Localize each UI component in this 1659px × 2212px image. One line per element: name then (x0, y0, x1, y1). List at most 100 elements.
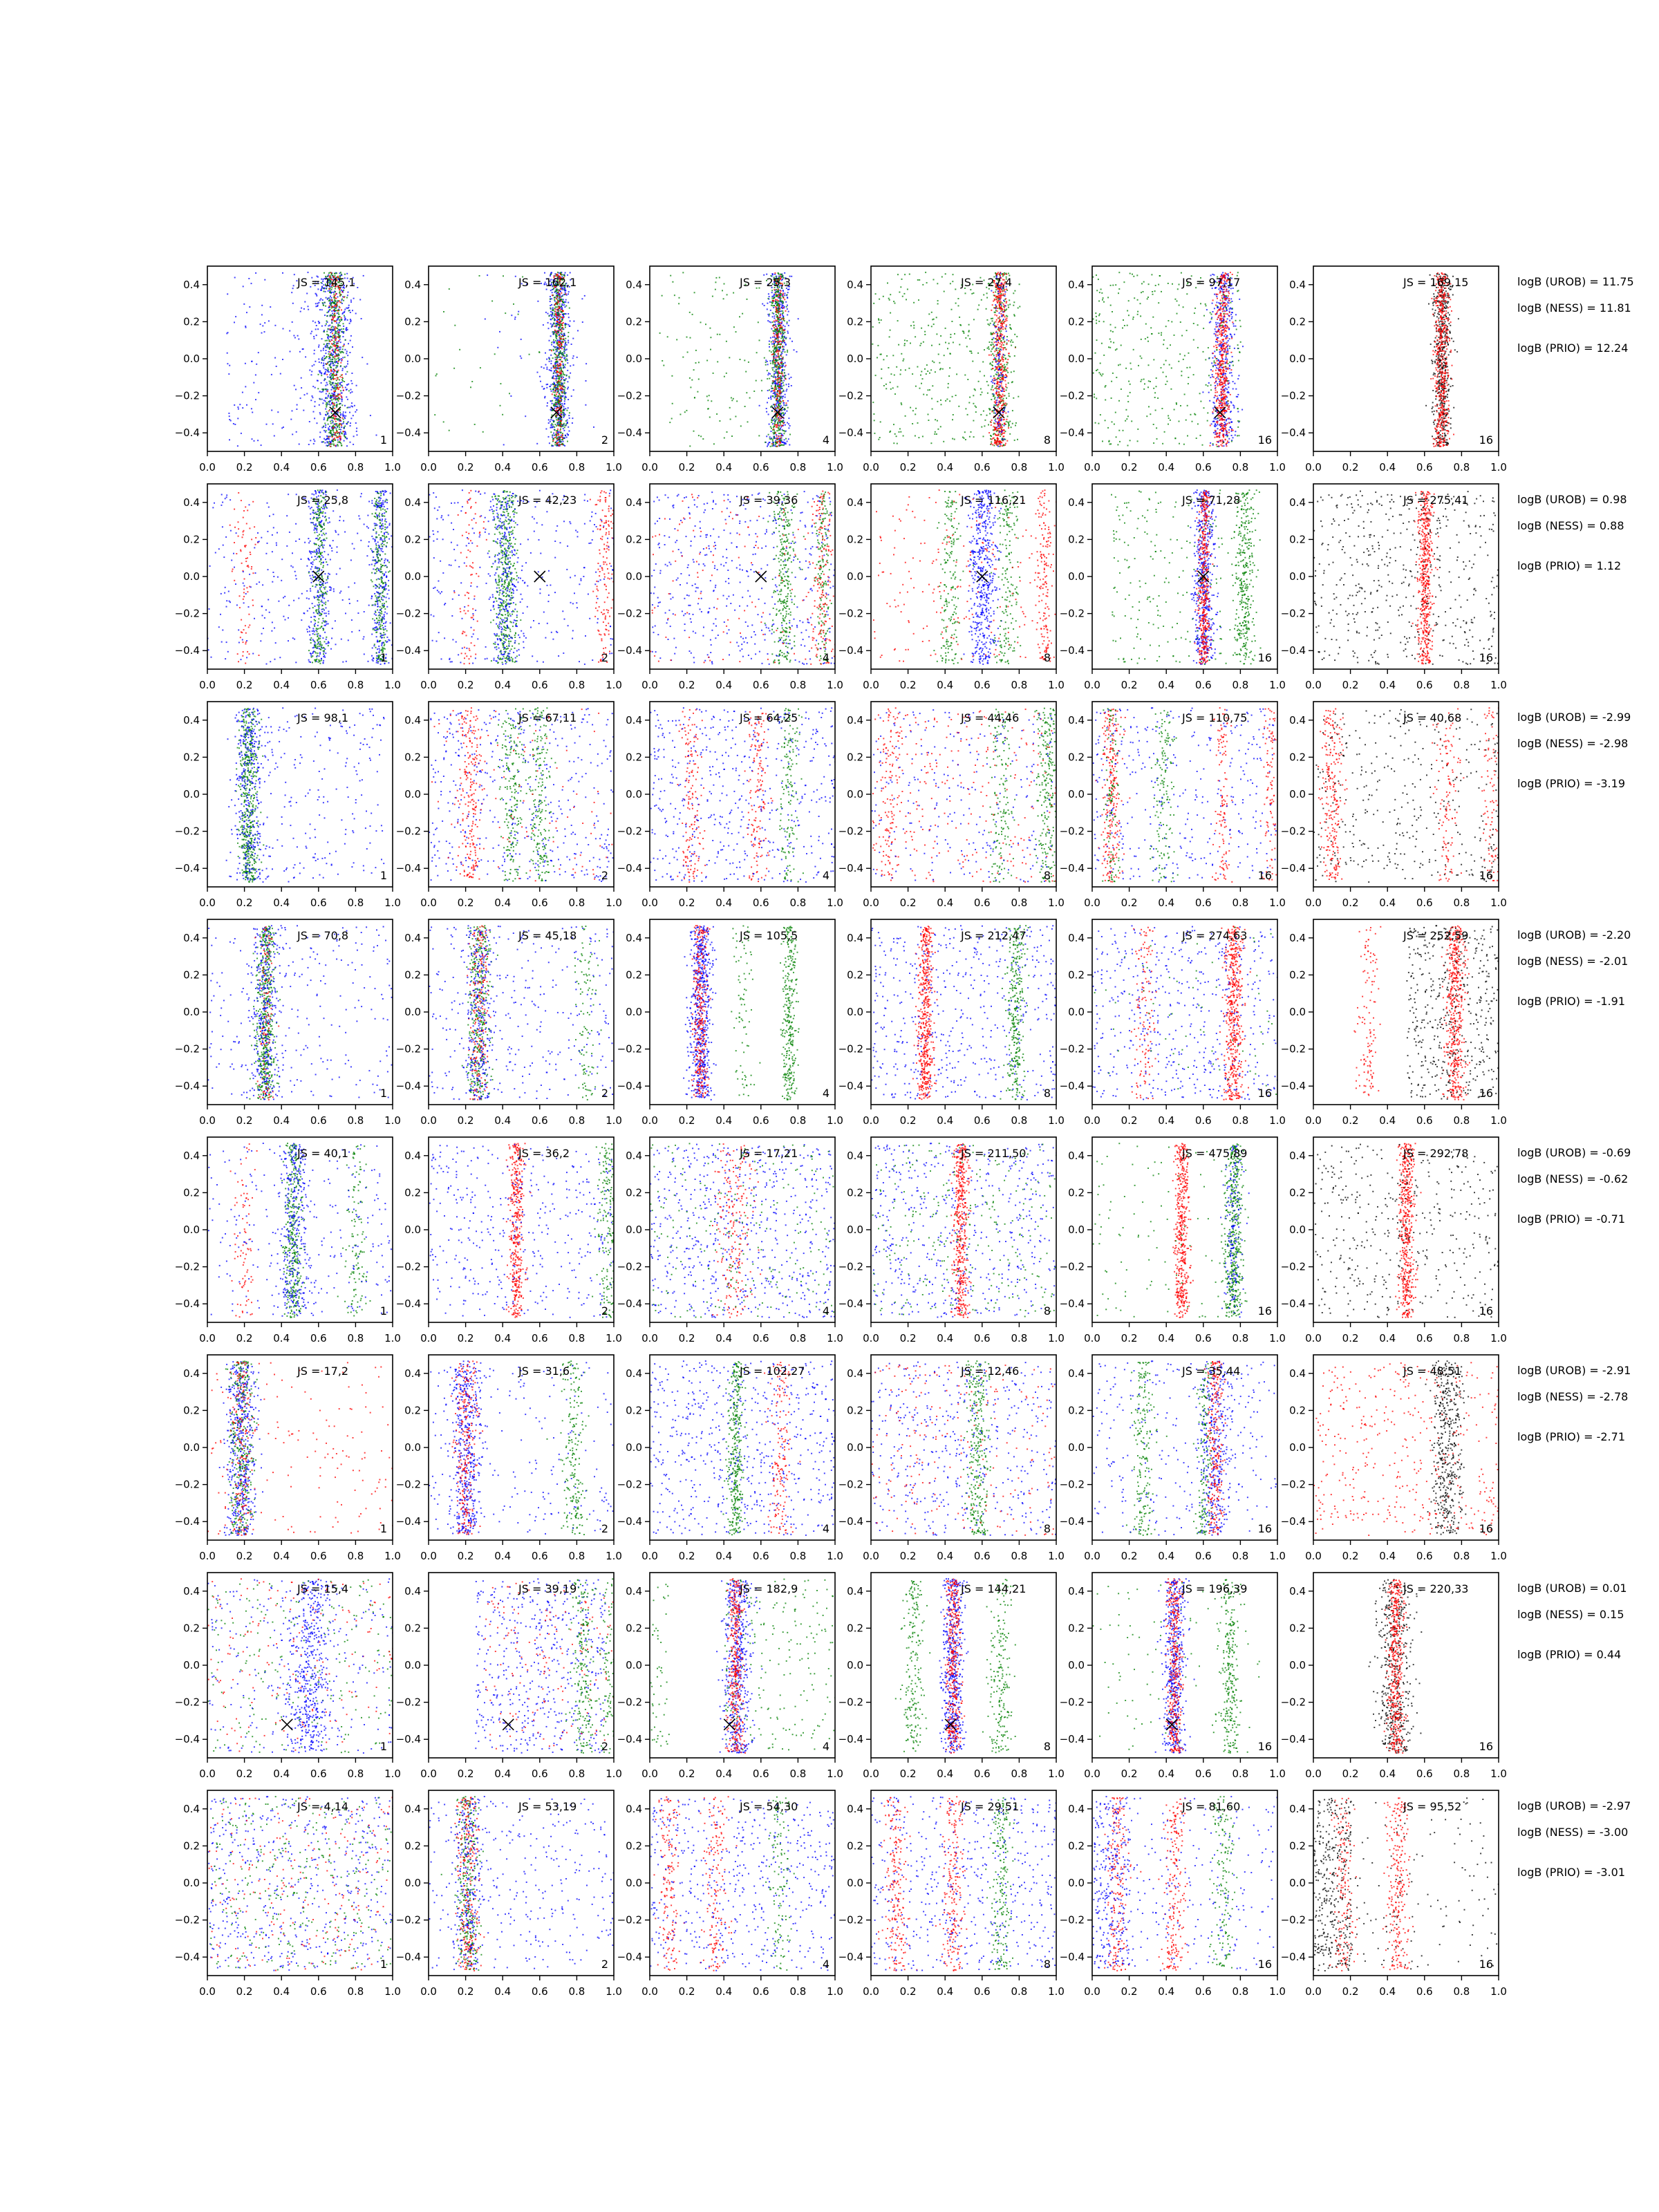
scatter-point (998, 308, 1000, 310)
scatter-point (339, 339, 341, 341)
scatter-point (341, 433, 344, 435)
scatter-point (559, 405, 560, 407)
scatter-point (557, 291, 559, 293)
scatter-point (554, 339, 556, 341)
scatter-point (776, 336, 778, 338)
scatter-point (329, 301, 331, 303)
scatter-point (772, 362, 774, 364)
scatter-point (340, 395, 342, 397)
scatter-point (337, 353, 339, 355)
scatter-point (324, 290, 326, 292)
scatter-point (779, 366, 781, 368)
scatter-point (229, 439, 230, 441)
scatter-point (716, 333, 718, 335)
scatter-point (337, 286, 339, 288)
scatter-point (335, 332, 337, 335)
scatter-point (777, 328, 779, 330)
scatter-point (556, 330, 558, 332)
y-tick-label: 0.2 (404, 315, 421, 328)
scatter-point (330, 281, 332, 282)
scatter-point (557, 315, 559, 317)
scatter-point (757, 321, 759, 324)
scatter-point (790, 376, 792, 378)
scatter-point (1002, 376, 1004, 378)
scatter-point (326, 420, 328, 422)
scatter-point (781, 353, 783, 355)
scatter-point (559, 417, 561, 419)
scatter-point (772, 353, 774, 355)
scatter-point (319, 431, 321, 433)
scatter-point (559, 380, 561, 382)
scatter-point (780, 337, 782, 339)
scatter-point (780, 379, 782, 382)
scatter-point (554, 402, 556, 403)
scatter-point (557, 395, 559, 397)
scatter-point (342, 413, 344, 415)
scatter-point (332, 439, 334, 441)
scatter-point (796, 350, 798, 353)
scatter-point (781, 326, 783, 328)
scatter-point (791, 340, 793, 342)
scatter-point (771, 418, 773, 420)
scatter-point (787, 324, 789, 326)
scatter-point (551, 444, 553, 447)
scatter-point (325, 397, 326, 400)
scatter-point (780, 299, 782, 301)
scatter-point (336, 423, 338, 425)
scatter-point (335, 383, 337, 384)
scatter-point (758, 404, 760, 406)
scatter-point (336, 312, 338, 315)
scatter-point (767, 320, 769, 322)
scatter-point (557, 278, 559, 280)
scatter-point (336, 310, 337, 312)
scatter-point (550, 427, 552, 429)
scatter-point (1011, 410, 1013, 412)
scatter-point (778, 402, 780, 404)
scatter-point (678, 303, 680, 305)
scatter-point (332, 283, 334, 285)
scatter-point (335, 402, 337, 404)
scatter-point (1000, 401, 1002, 402)
scatter-point (782, 363, 784, 365)
scatter-point (776, 426, 778, 428)
scatter-point (997, 437, 998, 439)
scatter-point (773, 330, 775, 332)
scatter-point (346, 327, 348, 328)
scatter-point (994, 422, 996, 424)
scatter-point (313, 337, 315, 339)
scatter-point (775, 283, 777, 285)
scatter-point (780, 371, 782, 373)
scatter-point (322, 441, 324, 443)
scatter-point (555, 354, 556, 355)
scatter-point (334, 315, 336, 317)
scatter-point (559, 321, 561, 324)
scatter-point (778, 400, 780, 402)
scatter-point (334, 423, 336, 425)
scatter-point (313, 335, 315, 337)
x-tick-label: 0.6 (532, 461, 548, 474)
n-label: 2 (601, 433, 608, 447)
scatter-point (550, 388, 552, 391)
scatter-point (780, 279, 782, 281)
scatter-point (563, 275, 565, 277)
scatter-point (788, 418, 790, 420)
scatter-point (559, 279, 561, 281)
scatter-point (999, 289, 1001, 291)
scatter-point (345, 433, 347, 435)
scatter-point (338, 346, 340, 348)
scatter-point (998, 337, 1000, 339)
scatter-point (777, 356, 779, 358)
scatter-point (778, 281, 780, 283)
scatter-point (996, 404, 998, 406)
scatter-point (327, 337, 329, 339)
scatter-point (782, 338, 785, 340)
scatter-point (780, 344, 782, 345)
scatter-point (991, 385, 993, 387)
scatter-point (785, 430, 787, 432)
scatter-point (246, 404, 247, 406)
scatter-point (991, 333, 993, 335)
scatter-point (333, 433, 335, 435)
scatter-point (569, 320, 571, 322)
scatter-point (559, 337, 561, 339)
scatter-point (342, 287, 344, 289)
